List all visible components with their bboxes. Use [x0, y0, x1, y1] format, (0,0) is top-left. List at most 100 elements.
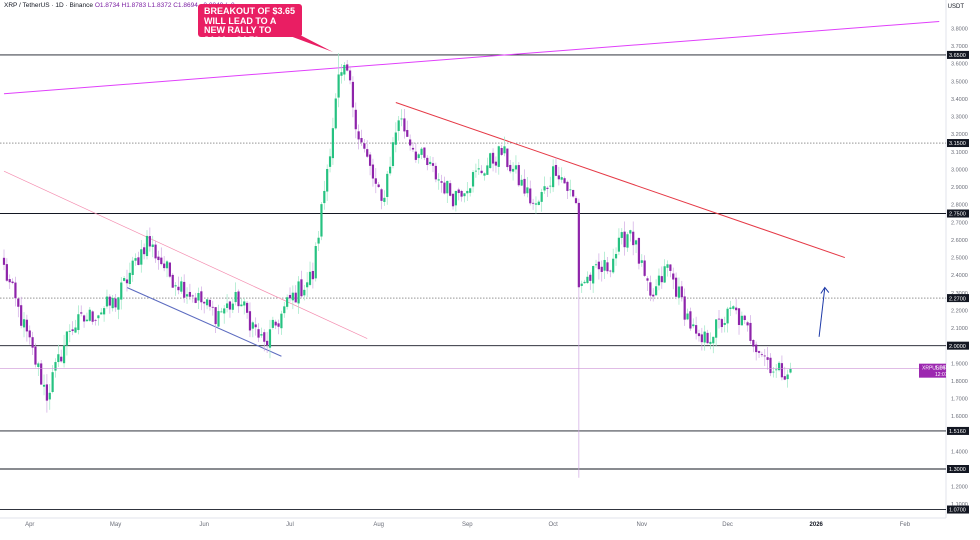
- candle: [720, 319, 723, 328]
- candle: [440, 181, 443, 183]
- candle: [208, 299, 212, 307]
- candle: [426, 157, 429, 166]
- candle: [463, 193, 466, 197]
- candle: [406, 130, 409, 137]
- candle: [783, 376, 786, 380]
- candle: [306, 282, 309, 288]
- candle: [746, 322, 749, 326]
- x-tick-label: Feb: [900, 522, 911, 528]
- candle: [663, 266, 666, 283]
- candle: [366, 149, 369, 157]
- y-tick-label: 2.2000: [951, 308, 968, 314]
- candle: [85, 319, 89, 322]
- last-price-value: 1.8694: [935, 366, 952, 372]
- candle: [143, 247, 146, 255]
- candle: [243, 301, 246, 306]
- candle: [97, 315, 100, 319]
- candle: [669, 264, 672, 271]
- candle: [649, 282, 652, 296]
- y-tick-label: 1.9000: [951, 361, 968, 367]
- y-tick-label: 2.1000: [951, 326, 968, 332]
- candle: [594, 264, 598, 266]
- breakout-callout: BREAKOUT OF $3.65 WILL LEAD TO A NEW RAL…: [198, 4, 302, 44]
- candle: [377, 184, 380, 188]
- candle: [20, 305, 23, 326]
- candle: [612, 258, 615, 273]
- candle: [420, 148, 423, 155]
- level-tag: [947, 341, 969, 350]
- candle: [543, 186, 546, 191]
- candle: [480, 170, 483, 174]
- candle: [134, 258, 137, 261]
- candle: [386, 173, 389, 197]
- candle: [234, 292, 237, 303]
- candle: [346, 64, 349, 71]
- candle: [446, 180, 449, 194]
- candle: [757, 351, 761, 353]
- candle: [271, 319, 274, 328]
- level-tag-label: 2.0000: [949, 344, 966, 350]
- projection-arrow: [818, 287, 826, 337]
- candle: [623, 231, 626, 248]
- candle: [637, 238, 641, 264]
- y-tick-label: 2.5000: [951, 256, 968, 262]
- last-price-ticker: XRPUSDT: [922, 366, 946, 372]
- candle: [123, 278, 126, 281]
- y-tick-label: 3.3000: [951, 115, 968, 121]
- candle: [120, 282, 123, 300]
- candle: [65, 331, 69, 346]
- candle: [517, 165, 520, 186]
- candle: [749, 322, 752, 341]
- candle: [280, 313, 283, 329]
- candle: [42, 384, 46, 387]
- candle: [54, 362, 57, 371]
- candle: [403, 118, 406, 132]
- candle: [125, 279, 129, 284]
- candle: [225, 303, 229, 308]
- candle: [471, 172, 475, 187]
- y-tick-label: 2.6000: [951, 238, 968, 244]
- candle: [323, 190, 326, 204]
- candle: [737, 308, 741, 326]
- candle: [769, 357, 772, 374]
- candle: [577, 202, 580, 288]
- level-tag-label: 1.5160: [949, 429, 966, 435]
- callout-pointer: [290, 36, 333, 52]
- candle: [646, 278, 649, 281]
- candle: [154, 244, 157, 259]
- candle: [520, 179, 523, 186]
- y-tick-label: 2.3000: [951, 291, 968, 297]
- candle: [237, 291, 240, 307]
- candle: [457, 189, 460, 194]
- candle: [660, 276, 663, 283]
- candle: [140, 249, 143, 265]
- candle: [634, 240, 638, 245]
- x-tick-label: May: [110, 522, 121, 528]
- candle: [580, 283, 583, 286]
- candle: [423, 147, 426, 158]
- candle: [526, 187, 529, 194]
- candle: [449, 183, 452, 196]
- candle: [326, 168, 329, 192]
- candle: [552, 166, 555, 188]
- candle: [331, 128, 334, 159]
- level-tag-label: 2.7500: [949, 212, 966, 218]
- candle: [786, 374, 789, 380]
- level-tag-label: 2.2700: [949, 296, 966, 302]
- candle: [260, 334, 263, 336]
- candle: [291, 292, 294, 301]
- candle: [337, 74, 340, 98]
- candle: [82, 315, 86, 322]
- candle: [775, 369, 778, 371]
- candle: [71, 329, 74, 332]
- candle: [755, 344, 758, 353]
- candle: [431, 163, 435, 166]
- candle: [165, 261, 169, 269]
- x-tick-label: Apr: [25, 522, 34, 528]
- candle: [603, 259, 606, 271]
- candle: [529, 188, 532, 204]
- candle: [735, 307, 738, 311]
- candle: [540, 192, 543, 202]
- candle: [277, 323, 280, 327]
